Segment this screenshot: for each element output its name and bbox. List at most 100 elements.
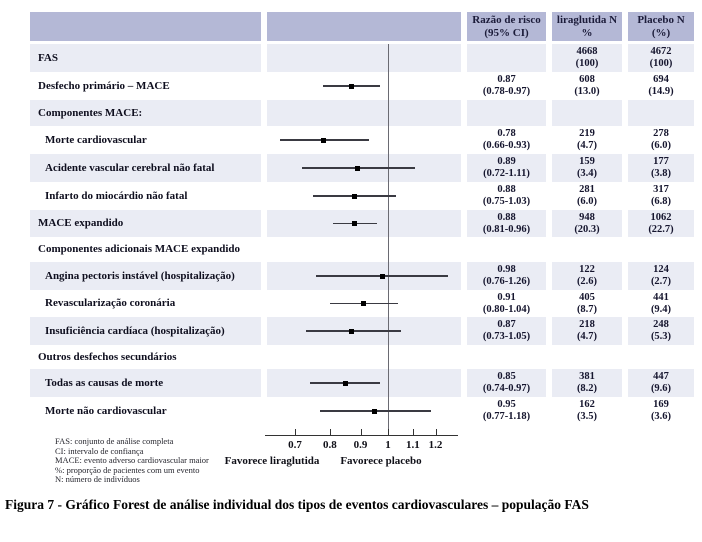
row-band-cell <box>552 369 622 397</box>
row-label: FAS <box>38 52 58 64</box>
row-band-cell <box>552 345 622 369</box>
row-band-cell <box>30 126 261 154</box>
row-band-cell <box>30 290 261 317</box>
row-label: Acidente vascular cerebral não fatal <box>45 162 215 174</box>
row-band-cell <box>552 317 622 345</box>
liraglutide-value: 281 (6.0) <box>576 184 598 207</box>
favors-right-label: Favorece placebo <box>340 455 422 467</box>
header-band-cell <box>467 12 546 41</box>
placebo-value: 1062 (22.7) <box>648 211 674 235</box>
row-band-cell <box>628 397 694 425</box>
row-band-cell <box>467 44 546 72</box>
liraglutide-value: 4668 (100) <box>575 46 599 69</box>
row-band-cell <box>467 210 546 237</box>
reference-line <box>388 44 389 436</box>
row-band-cell <box>552 237 622 262</box>
row-band-cell <box>552 262 622 290</box>
x-axis-tick-label: 0.8 <box>322 439 337 451</box>
x-axis-tick-label: 0.9 <box>353 439 368 451</box>
point-estimate-marker <box>380 273 386 279</box>
x-axis-tick <box>360 429 362 435</box>
figure-caption: Figura 7 - Gráfico Forest de análise ind… <box>5 497 589 512</box>
row-band-cell <box>467 290 546 317</box>
liraglutide-value: 122 (2.6) <box>576 264 598 287</box>
risk-ratio-value: 0.78 (0.66-0.93) <box>482 128 531 151</box>
liraglutide-value: 162 (3.5) <box>576 399 598 422</box>
row-band-cell <box>552 126 622 154</box>
risk-ratio-value: 0.88 (0.75-1.03) <box>482 184 531 207</box>
row-band-cell <box>628 44 694 72</box>
row-band-cell <box>628 262 694 290</box>
row-band-cell <box>30 72 261 100</box>
footnote-line: MACE: evento adverso cardiovascular maio… <box>55 455 209 466</box>
column-header: liraglutida N % <box>556 14 618 39</box>
row-label: MACE expandido <box>38 217 124 229</box>
row-band-cell <box>552 44 622 72</box>
x-axis-line <box>265 435 458 436</box>
risk-ratio-value: 0.95 (0.77-1.18) <box>482 399 531 422</box>
row-band-cell <box>467 262 546 290</box>
row-band-cell <box>552 154 622 182</box>
x-axis-tick <box>412 429 414 435</box>
point-estimate-marker <box>352 221 358 226</box>
liraglutide-value: 608 (13.0) <box>574 74 600 97</box>
x-axis-tick <box>295 429 296 435</box>
row-band-cell <box>30 182 261 210</box>
header-band-cell <box>267 12 461 41</box>
row-band-cell <box>467 126 546 154</box>
x-axis-tick <box>435 429 437 435</box>
row-band-cell <box>467 72 546 100</box>
placebo-value: 177 (3.8) <box>650 156 672 179</box>
liraglutide-value: 219 (4.7) <box>576 128 598 151</box>
row-label: Infarto do miocárdio não fatal <box>45 190 188 202</box>
footnote-line: CI: intervalo de confiança <box>55 445 144 456</box>
row-band-cell <box>30 345 261 369</box>
header-band-cell <box>552 12 622 41</box>
row-band-cell <box>467 317 546 345</box>
row-band-cell <box>467 369 546 397</box>
placebo-value: 248 (5.3) <box>650 319 672 342</box>
footnote-line: N: número de indivíduos <box>55 474 140 485</box>
point-estimate-marker <box>320 137 326 143</box>
footnote-line: %: proporção de pacientes com um evento <box>55 464 200 475</box>
row-band-cell <box>628 154 694 182</box>
row-band-cell <box>267 100 461 126</box>
row-band-cell <box>628 237 694 262</box>
point-estimate-marker <box>352 193 358 199</box>
column-header: Placebo N (%) <box>637 14 685 39</box>
row-label: Revascularização coronária <box>45 297 176 309</box>
row-band-cell <box>30 237 261 262</box>
placebo-value: 124 (2.7) <box>650 264 672 287</box>
liraglutide-value: 218 (4.7) <box>576 319 598 342</box>
row-band-cell <box>628 369 694 397</box>
row-band-cell <box>467 154 546 182</box>
row-band-cell <box>552 182 622 210</box>
placebo-value: 441 (9.4) <box>650 291 672 315</box>
placebo-value: 317 (6.8) <box>650 184 672 207</box>
row-band-cell <box>628 317 694 345</box>
point-estimate-marker <box>372 408 378 414</box>
row-band-cell <box>628 345 694 369</box>
placebo-value: 278 (6.0) <box>650 128 672 151</box>
row-label: Morte cardiovascular <box>45 134 147 146</box>
row-band-cell <box>30 44 261 72</box>
row-band-cell <box>30 210 261 237</box>
row-band-cell <box>552 100 622 126</box>
row-label: Angina pectoris instável (hospitalização… <box>45 270 235 282</box>
x-axis-tick <box>388 429 389 435</box>
footnotes: FAS: conjunto de análise completa CI: in… <box>55 436 265 485</box>
risk-ratio-value: 0.87 (0.73-1.05) <box>482 319 531 342</box>
row-band-cell <box>467 345 546 369</box>
row-band-cell <box>552 290 622 317</box>
row-band-cell <box>467 182 546 210</box>
row-band-cell <box>552 72 622 100</box>
row-band-cell <box>30 100 261 126</box>
x-axis-tick-label: 1.1 <box>405 439 420 451</box>
row-band-cell <box>267 44 461 72</box>
row-band-cell <box>467 237 546 262</box>
row-band-cell <box>628 126 694 154</box>
row-band-cell <box>30 369 261 397</box>
row-band-cell <box>267 237 461 262</box>
risk-ratio-value: 0.87 (0.78-0.97) <box>482 74 531 97</box>
point-estimate-marker <box>360 301 366 306</box>
